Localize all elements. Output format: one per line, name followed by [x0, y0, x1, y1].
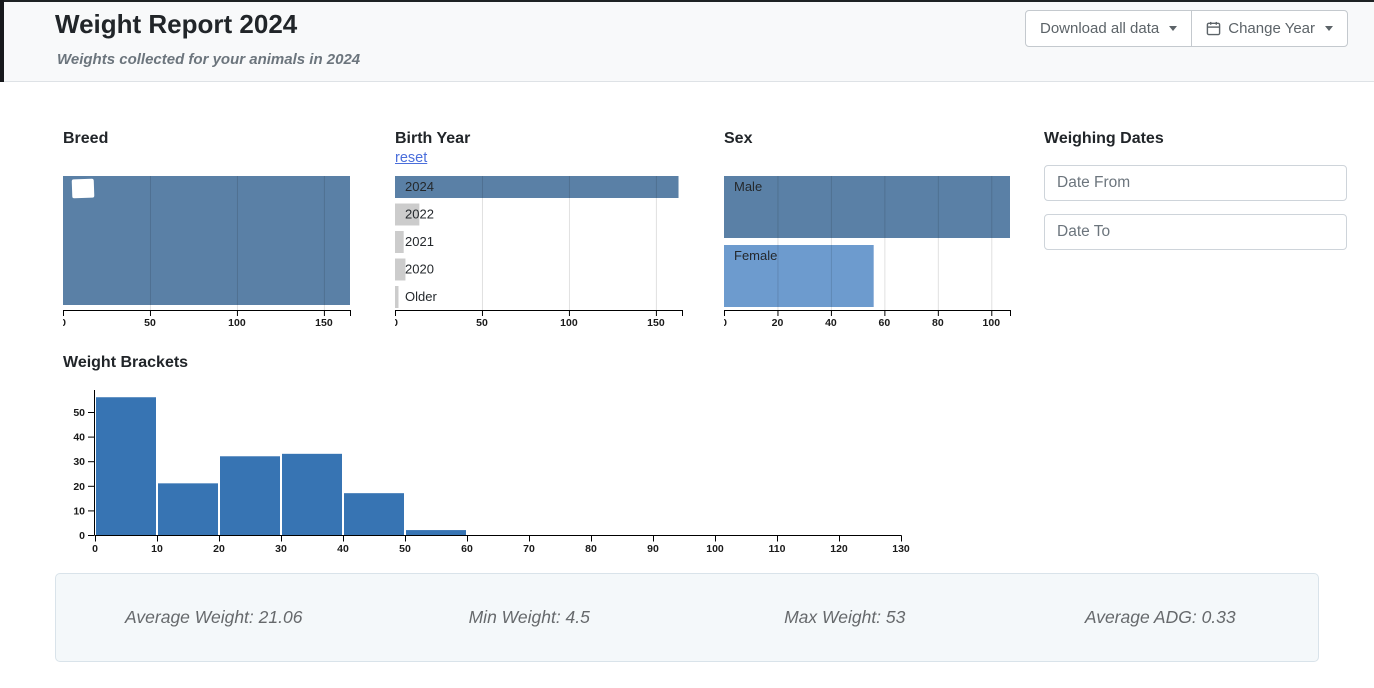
histogram-bar-0-10[interactable]: [96, 397, 156, 535]
axis-tick-label: 2022: [405, 207, 434, 222]
row-bar-2021[interactable]: [395, 231, 404, 253]
download-all-data-button[interactable]: Download all data: [1025, 10, 1193, 47]
stat-min-weight: Min Weight: 4.5: [468, 607, 590, 627]
redacted-breed-label: [71, 178, 95, 199]
axis-tick-label: 40: [73, 432, 85, 444]
row-bar-2020[interactable]: [395, 258, 406, 281]
row-bar-2024[interactable]: [395, 176, 679, 198]
axis-tick-label: 80: [585, 543, 597, 555]
axis-tick-label: 110: [769, 543, 786, 555]
axis-tick-label: 100: [983, 317, 1001, 328]
histogram-bar-10-20[interactable]: [158, 483, 218, 535]
axis-tick-label: 100: [560, 317, 578, 328]
breed-heading: Breed: [63, 130, 109, 147]
axis-tick-label: 120: [830, 543, 848, 555]
weighing-dates-heading: Weighing Dates: [1044, 130, 1164, 147]
axis-tick-label: 100: [228, 317, 246, 328]
summary-stats-panel: Average Weight: 21.06 Min Weight: 4.5 Ma…: [55, 573, 1319, 662]
row-bar-male[interactable]: [724, 176, 1010, 238]
axis-tick-label: 70: [523, 543, 535, 555]
axis-tick-label: 2021: [405, 234, 434, 249]
axis-tick-label: 10: [73, 505, 85, 517]
axis-tick-label: 10: [151, 543, 163, 555]
page-title: Weight Report 2024: [55, 9, 298, 39]
axis-tick-label: 0: [724, 317, 727, 328]
axis-tick-label: 20: [73, 481, 85, 493]
chevron-down-icon: [1169, 26, 1178, 31]
change-year-label: Change Year: [1228, 20, 1315, 37]
axis-tick-label: 50: [144, 317, 156, 328]
axis-tick-label: 100: [706, 543, 724, 555]
row-bar-female[interactable]: [724, 245, 874, 307]
histogram-bar-40-50[interactable]: [344, 493, 404, 535]
download-all-data-label: Download all data: [1040, 20, 1160, 37]
axis-tick-label: Older: [405, 289, 437, 304]
birth-year-heading: Birth Year: [395, 130, 471, 147]
axis-tick-label: 30: [275, 543, 287, 555]
date-from-input[interactable]: [1044, 165, 1347, 201]
axis-tick-label: Male: [734, 179, 762, 194]
row-bar-breed[interactable]: [63, 176, 350, 305]
histogram-bar-30-40[interactable]: [282, 453, 342, 535]
weight-brackets-chart[interactable]: 0 10 20 30 40 50 0 10 20 30 40 50 60 70 80 90 100 110 120 1…: [60, 386, 930, 558]
change-year-button[interactable]: Change Year: [1191, 10, 1348, 47]
axis-tick-label: 20: [772, 317, 784, 328]
axis-tick-label: 80: [932, 317, 944, 328]
axis-tick-label: 50: [73, 407, 85, 419]
sex-chart[interactable]: Male Female 0 20 40 60 80 100: [724, 176, 1016, 328]
stat-average-weight: Average Weight: 21.06: [125, 607, 303, 627]
chevron-down-icon: [1325, 26, 1333, 31]
row-bar-older[interactable]: [395, 286, 399, 308]
axis-tick-label: 150: [315, 317, 333, 328]
axis-tick-label: 90: [647, 543, 659, 555]
page-subtitle: Weights collected for your animals in 20…: [57, 51, 361, 68]
axis-tick-label: 130: [892, 543, 910, 555]
axis-tick-label: 0: [395, 317, 398, 328]
calendar-icon: [1206, 21, 1221, 36]
row-bar-2022[interactable]: [395, 203, 420, 226]
window-edge: [0, 0, 4, 82]
histogram-bar-50-60[interactable]: [406, 530, 466, 535]
axis-tick-label: 50: [476, 317, 488, 328]
sex-heading: Sex: [724, 130, 753, 147]
birth-year-chart[interactable]: 2024 2022 2021 2020 Older 0 50 100 150: [395, 176, 687, 328]
axis-tick-label: 0: [92, 543, 98, 555]
axis-tick-label: 60: [879, 317, 891, 328]
axis-tick-label: 60: [461, 543, 473, 555]
header-button-group: Download all data Change Year: [1025, 10, 1348, 47]
axis-tick-label: 40: [825, 317, 837, 328]
stat-average-adg: Average ADG: 0.33: [1084, 607, 1236, 627]
axis-tick-label: 30: [73, 456, 85, 468]
axis-tick-label: 2020: [405, 262, 434, 277]
axis-tick-label: 150: [647, 317, 665, 328]
histogram-bar-20-30[interactable]: [220, 456, 280, 535]
axis-tick-label: 2024: [405, 179, 434, 194]
date-to-input[interactable]: [1044, 214, 1347, 250]
axis-tick-label: Female: [734, 248, 777, 263]
axis-tick-label: 0: [63, 317, 66, 328]
axis-tick-label: 50: [399, 543, 411, 555]
weight-brackets-heading: Weight Brackets: [63, 354, 189, 371]
birth-year-reset-link[interactable]: reset: [395, 150, 428, 166]
stat-max-weight: Max Weight: 53: [784, 607, 906, 627]
axis-tick-label: 0: [79, 530, 85, 542]
axis-tick-label: 40: [337, 543, 349, 555]
breed-chart[interactable]: 0 50 100 150: [63, 176, 355, 328]
axis-tick-label: 20: [213, 543, 225, 555]
